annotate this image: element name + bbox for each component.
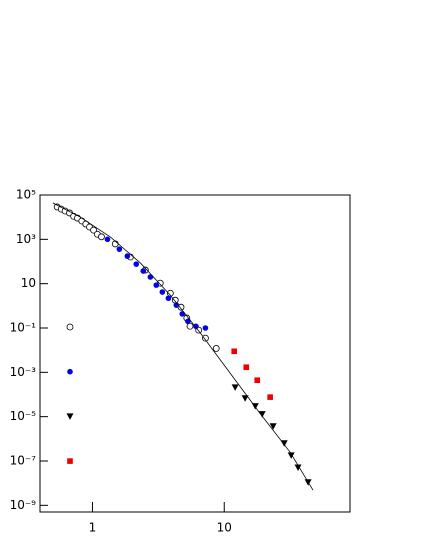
marker (202, 325, 209, 331)
marker (212, 345, 220, 352)
marker (186, 322, 194, 330)
y-tick-label: 10⁻⁷ (10, 453, 37, 467)
marker (185, 318, 191, 325)
marker (171, 296, 179, 304)
marker (98, 233, 105, 241)
legend-marker (67, 458, 73, 464)
y-tick-label: 10⁻¹ (10, 320, 37, 334)
y-tick-label: 10⁻³ (10, 365, 37, 379)
marker (267, 394, 273, 400)
y-tick-label: 10³ (16, 232, 36, 246)
marker (269, 423, 277, 430)
legend-marker (66, 323, 74, 331)
x-tick-label: 10 (217, 521, 232, 535)
marker (294, 464, 302, 471)
marker (133, 261, 140, 267)
marker (147, 274, 154, 280)
marker (287, 452, 295, 459)
marker (231, 348, 237, 355)
marker (124, 253, 131, 259)
y-tick-label: 10⁵ (16, 188, 36, 202)
marker (193, 323, 199, 330)
marker (179, 311, 186, 317)
plot-frame (39, 194, 351, 513)
marker (111, 240, 119, 248)
marker (140, 268, 147, 274)
marker (241, 395, 249, 402)
marker (165, 295, 172, 302)
x-tick-label: 1 (89, 521, 97, 535)
y-tick-label: 10⁻⁹ (10, 498, 37, 512)
marker (254, 377, 261, 384)
legend-marker (67, 368, 73, 375)
marker (153, 282, 160, 288)
marker (258, 411, 266, 418)
y-tick-label: 10 (21, 276, 36, 290)
marker (243, 364, 250, 371)
marker (116, 246, 123, 252)
marker (159, 289, 166, 295)
marker (202, 334, 209, 342)
marker (173, 302, 180, 308)
legend-marker (66, 413, 74, 420)
y-tick-label: 10⁻⁵ (10, 409, 37, 423)
marker (104, 236, 111, 243)
fit-line (52, 202, 314, 491)
marker (231, 384, 239, 391)
marker (90, 226, 97, 234)
